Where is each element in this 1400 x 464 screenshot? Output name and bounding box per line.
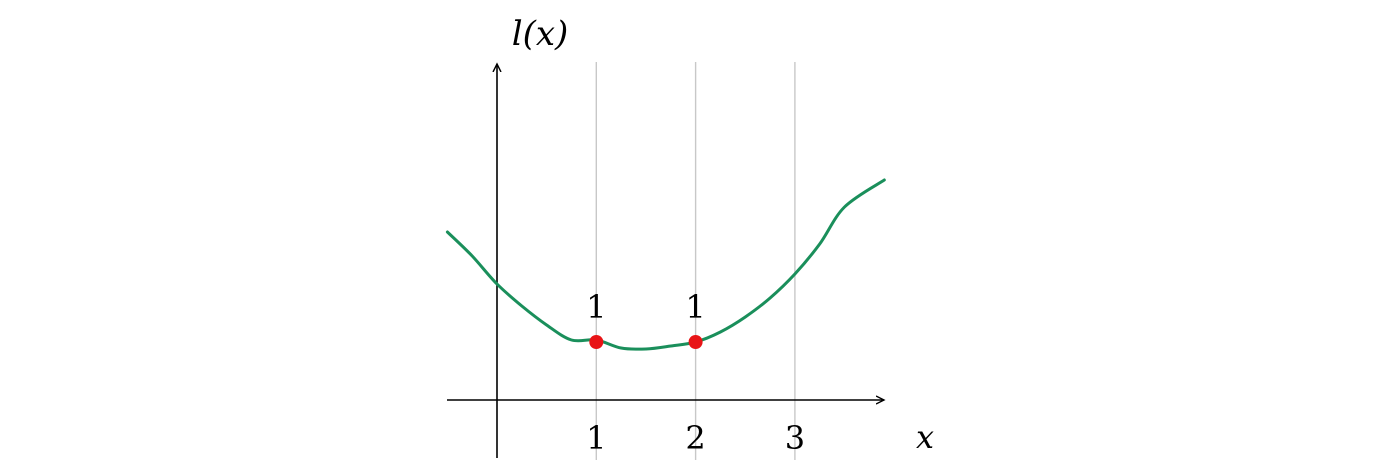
x-tick-label-2: 2 [685, 419, 705, 457]
curve-line [445, 178, 886, 351]
axes [447, 64, 884, 458]
data-point-1 [589, 335, 604, 349]
data-point-label-1: 1 [586, 288, 606, 326]
x-axis-label: x [916, 418, 934, 456]
labels-layer: l(x) x 1 2 3 [512, 14, 934, 457]
curve-layer [445, 178, 886, 351]
data-point-label-2: 1 [685, 288, 705, 326]
y-axis-label: l(x) [512, 14, 569, 54]
data-point-2 [688, 335, 703, 349]
gridlines [595, 62, 796, 460]
x-tick-label-3: 3 [785, 419, 805, 457]
x-tick-label-1: 1 [586, 419, 606, 457]
